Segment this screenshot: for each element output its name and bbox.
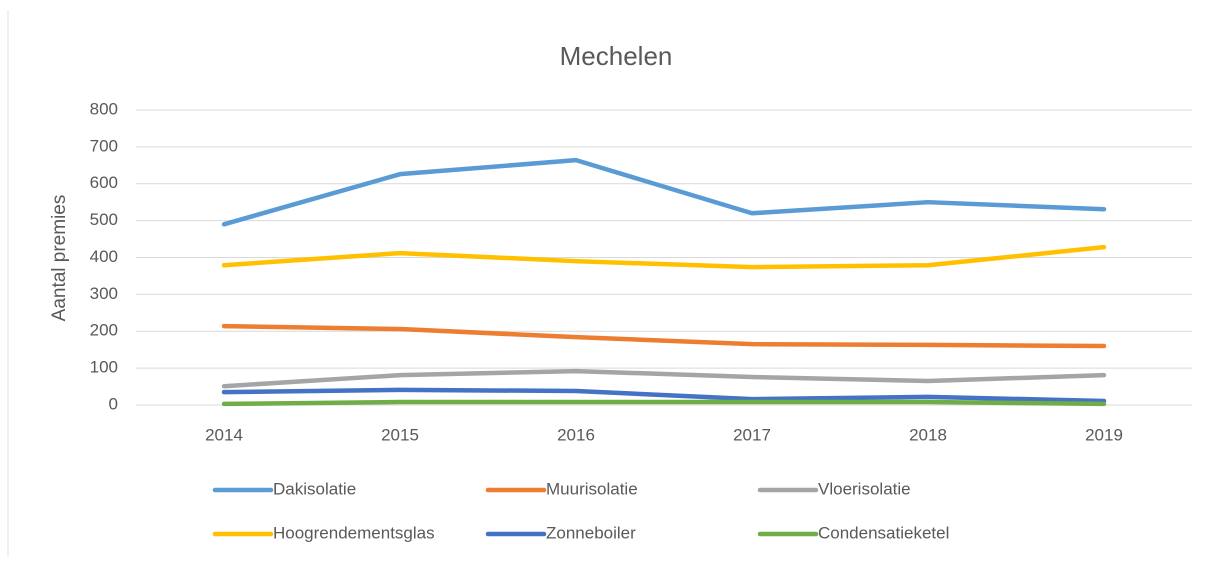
x-tick-label: 2014 — [205, 425, 243, 444]
y-tick-label: 600 — [90, 173, 118, 192]
y-tick-label: 100 — [90, 358, 118, 377]
series-line — [221, 387, 1107, 404]
y-axis-label: Aantal premies — [49, 195, 70, 322]
chart-title: Mechelen — [560, 41, 673, 71]
legend-label: Muurisolatie — [546, 479, 638, 498]
x-tick-label: 2019 — [1085, 425, 1123, 444]
legend-label: Condensatieketel — [818, 523, 949, 542]
x-tick-label: 2017 — [733, 425, 771, 444]
y-tick-label: 300 — [90, 284, 118, 303]
y-tick-label: 200 — [90, 321, 118, 340]
series-line — [221, 399, 1107, 407]
legend-label: Hoogrendementsglas — [273, 523, 435, 542]
x-tick-label: 2018 — [909, 425, 947, 444]
y-tick-label: 0 — [109, 394, 118, 413]
x-tick-label: 2015 — [381, 425, 419, 444]
y-tick-label: 500 — [90, 210, 118, 229]
y-tick-label: 800 — [90, 99, 118, 118]
y-tick-label: 700 — [90, 136, 118, 155]
x-tick-label: 2016 — [557, 425, 595, 444]
series-line — [221, 157, 1107, 227]
legend-label: Dakisolatie — [273, 479, 356, 498]
series-line — [221, 368, 1107, 389]
series-line — [221, 323, 1107, 349]
legend-label: Zonneboiler — [546, 523, 636, 542]
y-tick-label: 400 — [90, 247, 118, 266]
series-line — [221, 244, 1107, 270]
legend-label: Vloerisolatie — [818, 479, 911, 498]
